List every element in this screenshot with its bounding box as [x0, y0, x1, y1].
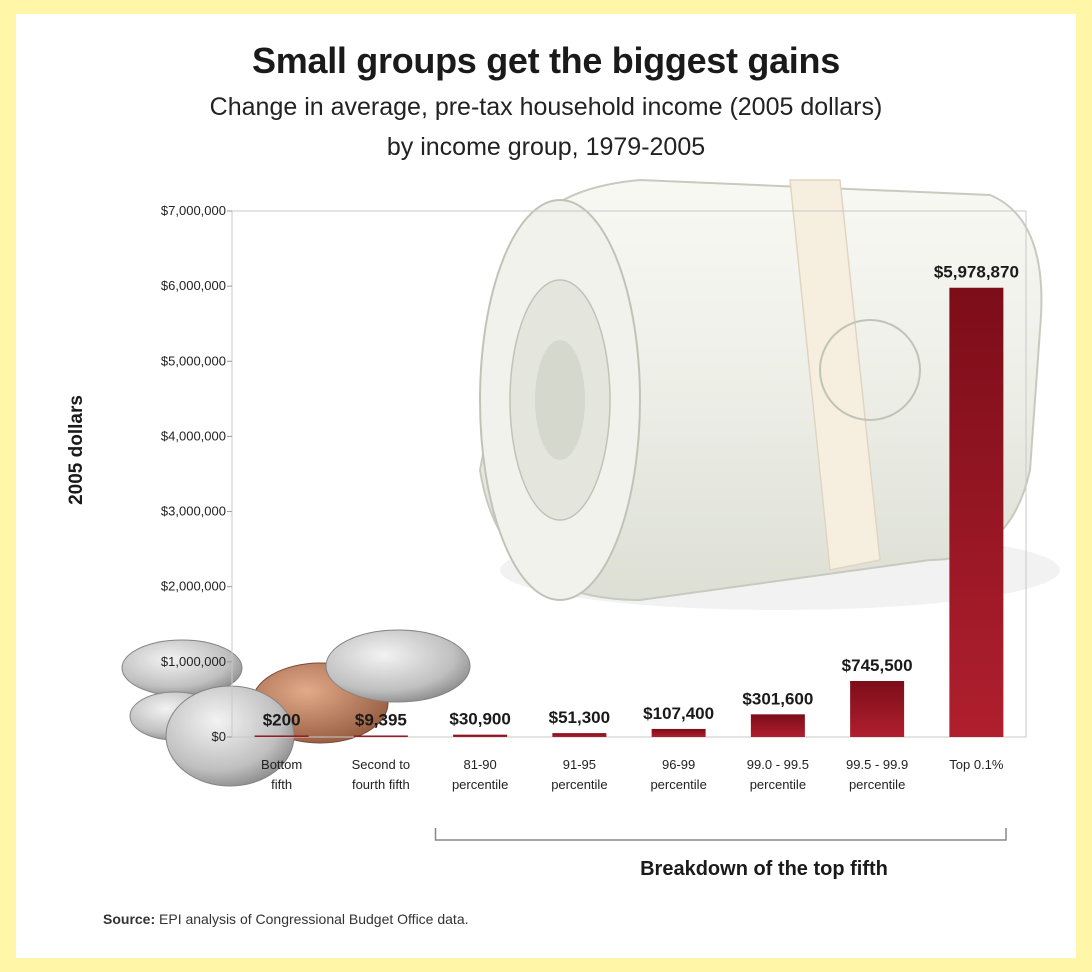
x-tick-label: Second to: [352, 757, 411, 772]
y-tick-label: $5,000,000: [161, 353, 226, 368]
bar-value-label: $9,395: [355, 711, 407, 730]
x-tick-label: percentile: [452, 777, 508, 792]
bar: [552, 733, 607, 737]
bars: [254, 287, 1004, 737]
x-tick-label: 99.0 - 99.5: [747, 757, 809, 772]
bar-value-label: $301,600: [742, 689, 813, 708]
coins-icon: [121, 629, 471, 787]
y-axis: $0 $1,000,000 $2,000,000 $3,000,000 $4,000,0…: [161, 203, 232, 744]
chart-subtitle-line2: by income group, 1979-2005: [386, 133, 706, 161]
x-tick-label: Top 0.1%: [949, 757, 1004, 772]
plot-area: [231, 210, 1027, 738]
source-label: Source:: [103, 911, 156, 927]
x-tick-label: percentile: [849, 777, 905, 792]
x-tick-label: 91-95: [563, 757, 596, 772]
bar-value-label: $51,300: [549, 708, 610, 727]
x-tick-label: Bottom: [261, 757, 302, 772]
source-note: Source: EPI analysis of Congressional Bu…: [103, 911, 469, 927]
x-tick-label: percentile: [750, 777, 806, 792]
x-tick-label: percentile: [551, 777, 607, 792]
bar-value-label: $107,400: [643, 704, 714, 723]
bar: [949, 287, 1004, 737]
x-tick-label: percentile: [650, 777, 706, 792]
bar: [750, 714, 805, 737]
bar-value-label: $5,978,870: [934, 263, 1019, 282]
bar: [254, 735, 309, 737]
source-text: EPI analysis of Congressional Budget Off…: [159, 911, 469, 927]
chart-subtitle-line1: Change in average, pre-tax household inc…: [209, 93, 883, 121]
y-tick-label: $0: [212, 729, 226, 744]
y-tick-label: $7,000,000: [161, 203, 226, 218]
money-roll-icon: [478, 178, 1060, 610]
x-tick-label: 99.5 - 99.9: [846, 757, 908, 772]
value-labels: $200 $9,395 $30,900 $51,300 $107,400 $301,600…: [263, 263, 1019, 730]
bar: [850, 680, 905, 737]
y-tick-label: $6,000,000: [161, 278, 226, 293]
bar-value-label: $30,900: [449, 710, 510, 729]
bar-value-label: $200: [263, 711, 301, 730]
x-tick-label: 81-90: [464, 757, 497, 772]
x-tick-label: 96-99: [662, 757, 695, 772]
x-axis: Bottom fifth Second to fourth fifth 81-90 per…: [261, 757, 1004, 792]
y-tick-label: $1,000,000: [161, 654, 226, 669]
top-fifth-bracket: [434, 828, 1007, 841]
x-axis-title: Breakdown of the top fifth: [640, 858, 888, 880]
bar: [651, 728, 706, 737]
bar: [353, 735, 408, 737]
x-tick-label: fifth: [271, 777, 292, 792]
y-tick-label: $3,000,000: [161, 504, 226, 519]
bar-value-label: $745,500: [842, 656, 913, 675]
x-tick-label: fourth fifth: [352, 777, 410, 792]
y-axis-title: 2005 dollars: [66, 395, 87, 505]
y-tick-label: $2,000,000: [161, 579, 226, 594]
chart-title: Small groups get the biggest gains: [252, 40, 840, 81]
y-tick-label: $4,000,000: [161, 428, 226, 443]
bar: [453, 734, 508, 737]
